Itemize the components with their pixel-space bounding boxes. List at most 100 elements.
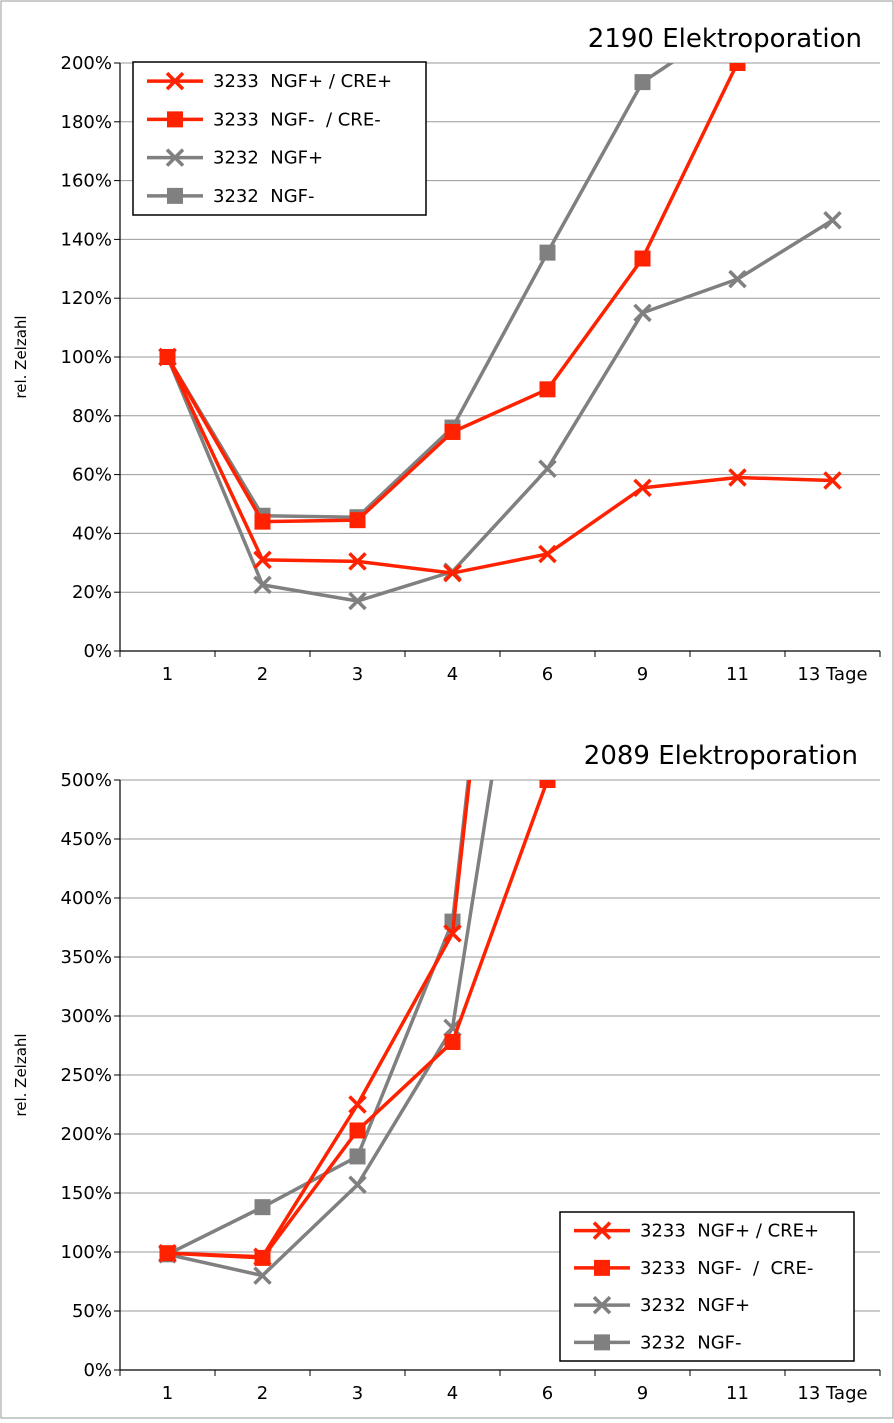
data-point-marker	[539, 381, 556, 398]
x-tick-label: 1	[162, 664, 173, 685]
data-point-marker	[158, 347, 177, 367]
y-axis-label: rel. Zelzahl	[12, 315, 30, 398]
x-tick-label: 3	[352, 1383, 363, 1404]
y-tick-label: 80%	[72, 406, 112, 427]
legend-label: 3233 NGF+ / CRE+	[640, 1221, 819, 1242]
data-point-marker	[728, 468, 747, 487]
data-point-marker	[633, 303, 652, 323]
legend-label: 3232 NGF-	[640, 1332, 742, 1353]
y-tick-label: 250%	[61, 1065, 112, 1086]
data-point-marker	[254, 1199, 271, 1216]
legend-marker	[165, 148, 185, 167]
legend-label: 3232 NGF+	[213, 148, 323, 169]
legend-marker	[167, 111, 183, 128]
data-point-marker	[728, 269, 747, 289]
y-tick-label: 350%	[61, 947, 112, 968]
data-point-marker	[634, 74, 651, 91]
y-tick-label: 400%	[61, 888, 112, 909]
y-tick-label: 40%	[72, 523, 112, 544]
legend-item: 3233 NGF- / CRE-	[574, 1258, 813, 1279]
data-point-marker	[348, 1095, 367, 1114]
x-tick-label: 11	[726, 664, 749, 685]
data-point-marker	[349, 512, 366, 529]
data-point-marker	[539, 244, 556, 261]
data-point-marker	[348, 552, 367, 571]
data-point-marker	[349, 1148, 366, 1165]
y-tick-label: 200%	[61, 1124, 112, 1145]
y-tick-label: 100%	[61, 1242, 112, 1263]
legend-label: 3232 NGF-	[213, 186, 315, 207]
x-tick-label: 6	[542, 664, 553, 685]
legend-label: 3233 NGF- / CRE-	[213, 109, 381, 130]
data-point-marker	[443, 563, 462, 583]
legend-item: 3232 NGF-	[147, 186, 315, 207]
y-tick-label: 60%	[72, 465, 112, 486]
legend-marker	[167, 187, 183, 204]
x-tick-label: 6	[542, 1383, 553, 1404]
legend-label: 3233 NGF- / CRE-	[640, 1258, 813, 1279]
data-point-marker	[349, 1122, 366, 1139]
data-point-marker	[253, 1266, 272, 1285]
data-point-marker	[633, 478, 652, 498]
data-point-marker	[538, 544, 557, 564]
legend-label: 3232 NGF+	[640, 1295, 750, 1316]
data-point-marker	[158, 1243, 177, 1263]
legend-item: 3232 NGF-	[574, 1332, 742, 1353]
y-tick-label: 20%	[72, 582, 112, 603]
series-line	[165, 218, 834, 603]
data-point-marker	[729, 63, 746, 71]
x-tick-label: 13 Tage	[797, 664, 867, 685]
chart-title: 2089 Elektroporation	[584, 741, 858, 771]
x-tick-label: 2	[257, 664, 268, 685]
data-point-marker	[443, 924, 462, 943]
y-tick-label: 150%	[61, 1183, 112, 1204]
x-tick-label: 13 Tage	[797, 1383, 867, 1404]
y-tick-label: 180%	[61, 112, 112, 133]
legend-item: 3232 NGF+	[147, 148, 323, 169]
x-tick-label: 1	[162, 1383, 173, 1404]
x-tick-label: 11	[726, 1383, 749, 1404]
y-axis-label: rel. Zelzahl	[12, 1033, 30, 1116]
y-tick-label: 300%	[61, 1006, 112, 1027]
x-tick-label: 9	[637, 664, 648, 685]
data-point-marker	[823, 211, 842, 230]
data-point-marker	[254, 513, 271, 530]
data-point-marker	[348, 1175, 367, 1194]
legend-marker	[594, 1259, 610, 1276]
data-point-marker	[444, 1033, 461, 1050]
y-tick-label: 120%	[61, 288, 112, 309]
legend-marker	[594, 1334, 610, 1351]
x-tick-label: 9	[637, 1383, 648, 1404]
y-tick-label: 0%	[83, 1360, 112, 1381]
x-tick-label: 4	[447, 1383, 458, 1404]
y-tick-label: 50%	[72, 1301, 112, 1322]
series-line	[165, 356, 833, 575]
chart-title: 2190 Elektroporation	[588, 24, 862, 54]
legend-item: 3233 NGF+ / CRE+	[574, 1221, 819, 1242]
data-point-marker	[253, 1247, 272, 1266]
y-tick-label: 0%	[83, 641, 112, 662]
data-point-marker	[634, 250, 651, 267]
data-point-marker	[253, 575, 272, 595]
chart-1: 2190 Elektroporation0%20%40%60%80%100%12…	[12, 24, 881, 685]
data-point-marker	[253, 550, 272, 570]
legend-item: 3232 NGF+	[574, 1295, 750, 1316]
y-tick-label: 450%	[61, 829, 112, 850]
chart-2: 2089 Elektroporation 0% 50% 100% 150% 200% 250…	[12, 741, 881, 1404]
series-1	[158, 780, 472, 1266]
y-tick-label: 100%	[61, 347, 112, 368]
legend-item: 3233 NGF+ / CRE+	[147, 71, 392, 92]
x-tick-label: 2	[257, 1383, 268, 1404]
legend-marker	[165, 71, 185, 91]
legend-label: 3233 NGF+ / CRE+	[213, 71, 392, 92]
legend: 3233 NGF+ / CRE+ 3233 NGF- / CRE- 3232 NGF…	[559, 1211, 855, 1362]
data-point-marker	[444, 423, 461, 440]
series-1	[158, 347, 842, 583]
legend: 3233 NGF+ / CRE+ 3233 NGF- / CRE- 3232 NGF…	[132, 61, 427, 216]
legend-marker	[592, 1295, 612, 1315]
data-point-marker	[539, 780, 556, 788]
y-tick-label: 140%	[61, 229, 112, 250]
data-point-marker	[538, 459, 557, 478]
